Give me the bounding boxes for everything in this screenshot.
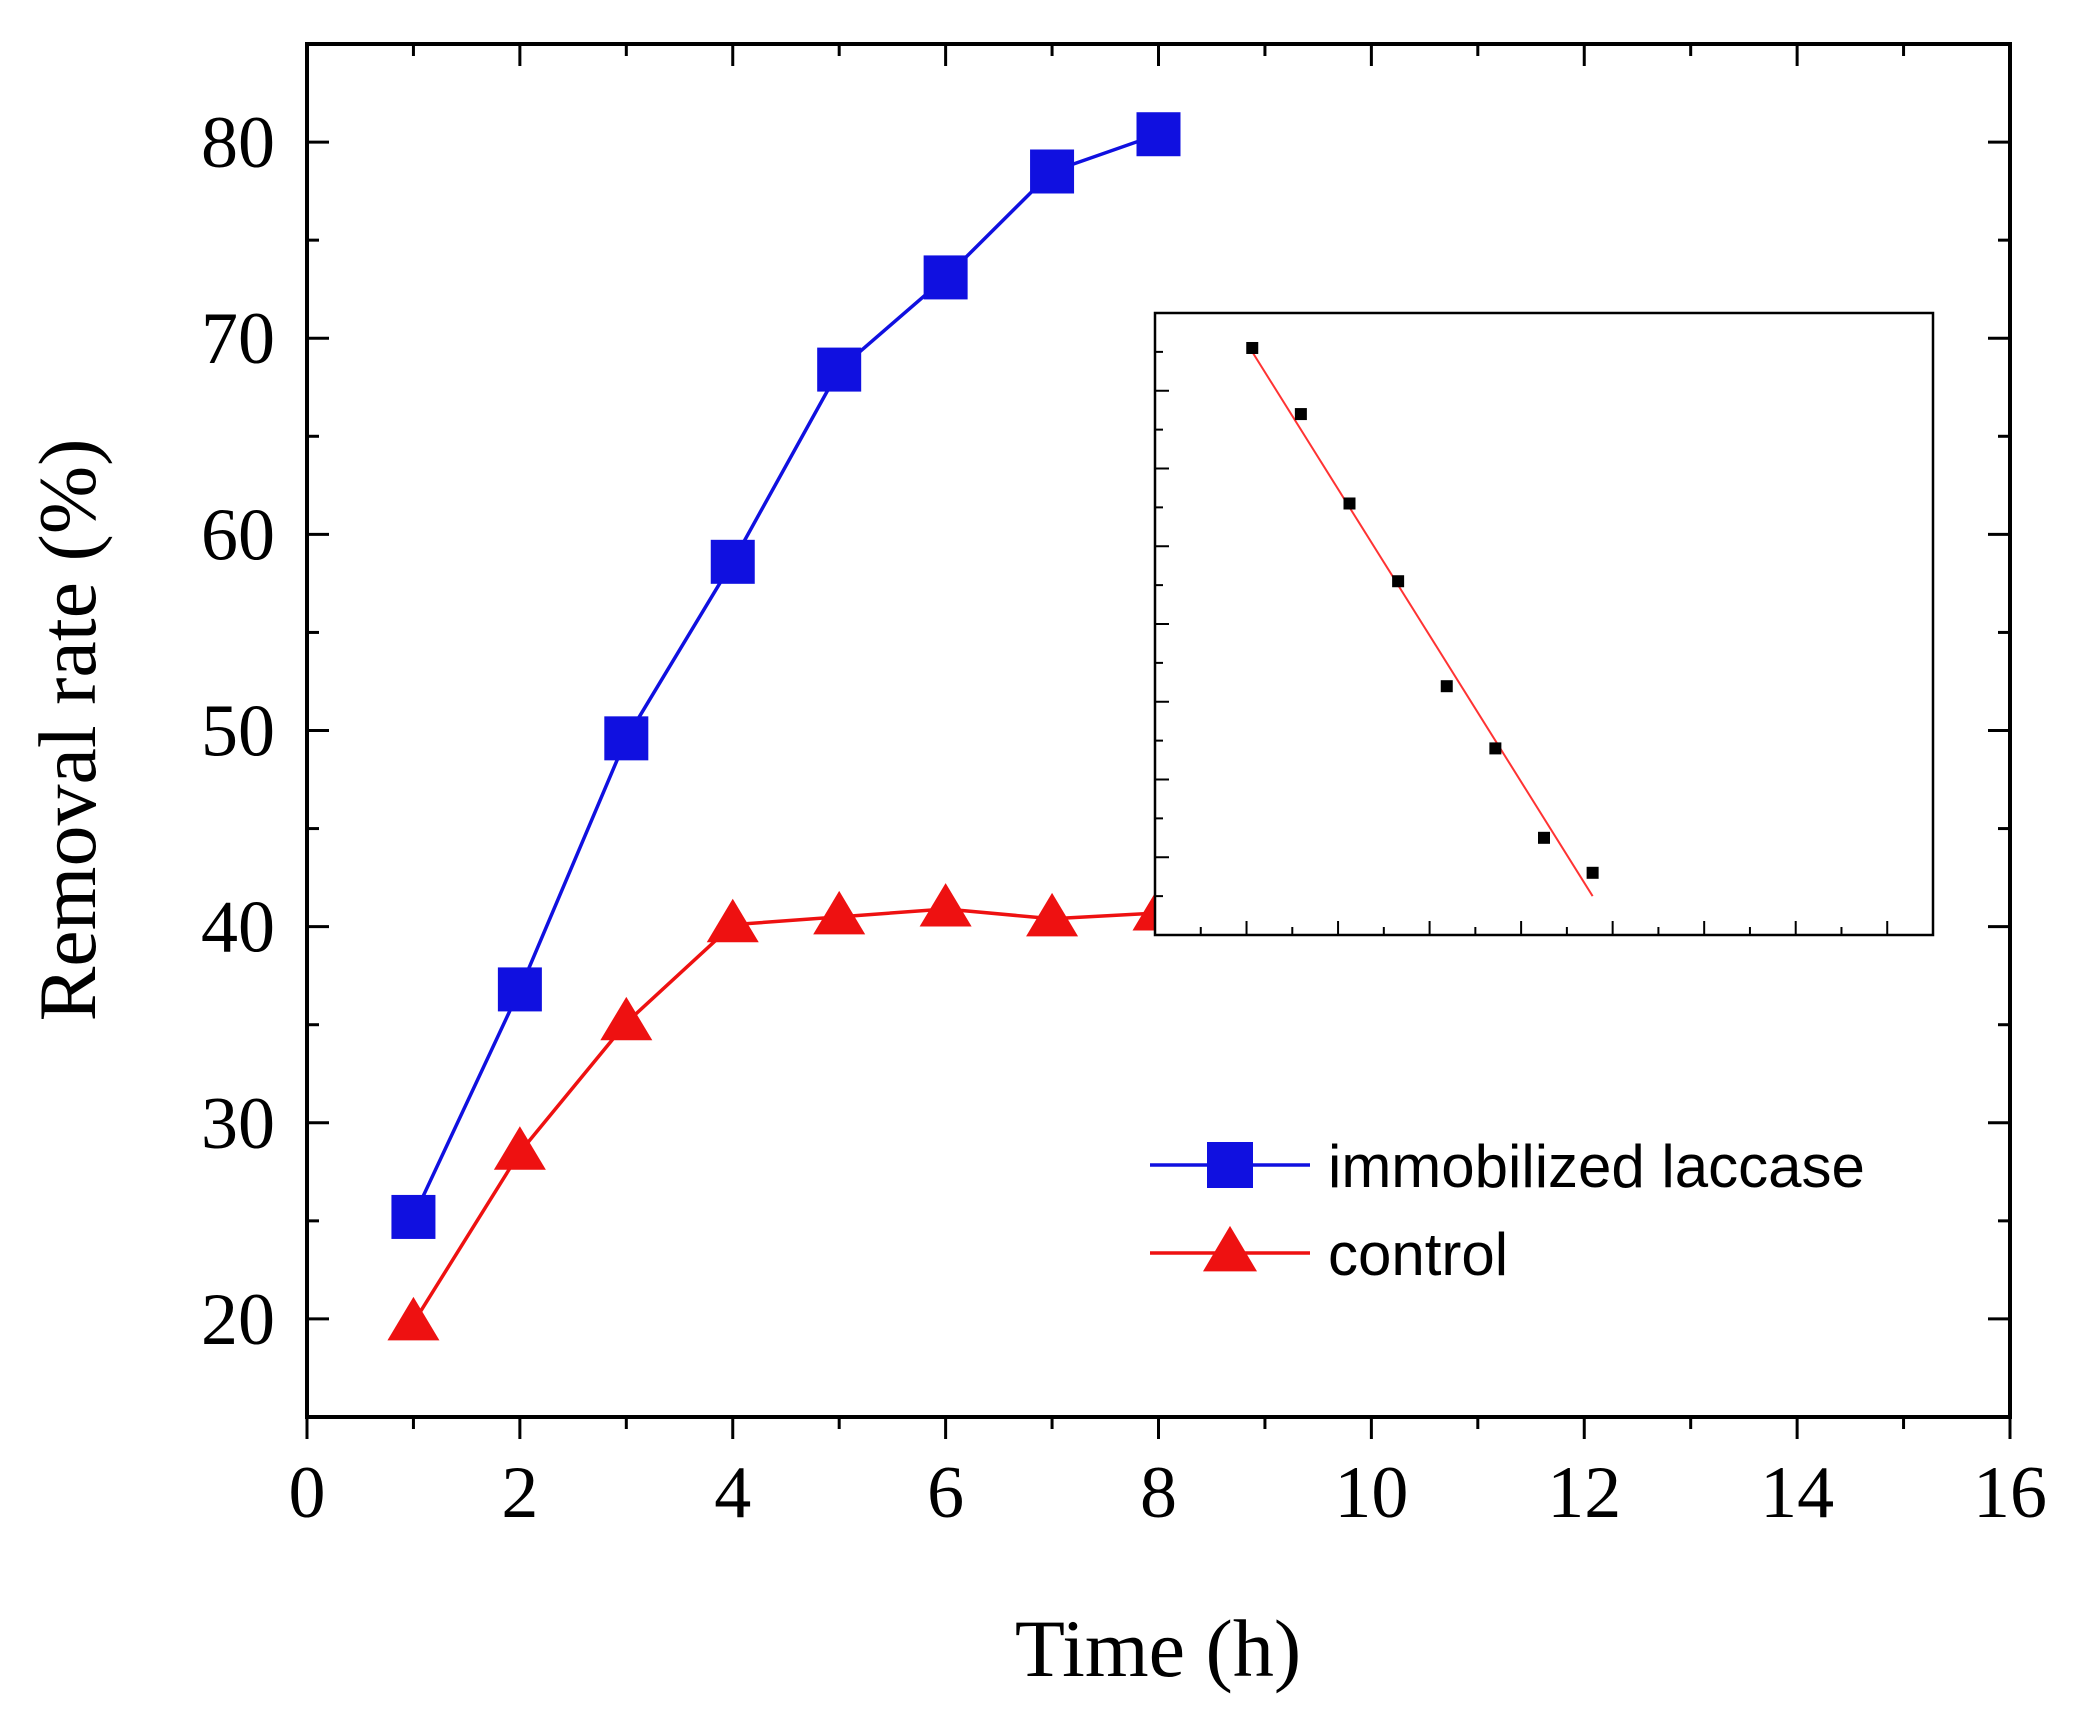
data-point-control (600, 996, 653, 1041)
x-axis-title: Time (h) (1015, 1603, 1301, 1694)
series-line-control (411, 907, 1159, 1324)
y-tick-label: 50 (201, 691, 275, 773)
data-point-control (813, 890, 866, 935)
data-point-immobilized-laccase (497, 967, 542, 1012)
data-point-immobilized-laccase (817, 347, 862, 392)
inset-data-point (1440, 680, 1453, 693)
x-tick-label: 8 (1140, 1452, 1177, 1534)
y-axis-title: Removal rate (%) (22, 439, 113, 1022)
x-tick-label: 6 (927, 1452, 964, 1534)
inset-plot (1153, 311, 1935, 937)
inset-ticks (1155, 350, 1889, 935)
y-tick-label: 40 (201, 887, 275, 969)
y-tick-label: 30 (201, 1083, 275, 1165)
x-tick-label: 4 (714, 1452, 751, 1534)
data-point-immobilized-laccase (710, 539, 755, 584)
x-tick-label: 0 (289, 1452, 326, 1534)
inset-fit-line (1251, 351, 1594, 897)
legend-label-control: control (1328, 1221, 1508, 1288)
data-point-immobilized-laccase (604, 716, 649, 761)
inset-data-point (1246, 341, 1259, 354)
inset-data (1246, 341, 1599, 897)
data-point-control (1026, 892, 1079, 937)
series-layer (387, 112, 1185, 1341)
data-point-immobilized-laccase (1136, 112, 1181, 157)
x-tick-label: 16 (1973, 1452, 2047, 1534)
x-tick-label: 12 (1547, 1452, 1621, 1534)
data-point-control (706, 898, 759, 943)
data-point-immobilized-laccase (923, 255, 968, 300)
data-point-control (493, 1126, 546, 1170)
legend-marker-control (1203, 1225, 1257, 1272)
series-line-immobilized-laccase (411, 132, 1160, 1218)
legend-label-immobilized-laccase: immobilized laccase (1328, 1133, 1865, 1200)
y-axis-ticks: 20 30 40 50 60 70 80 (201, 102, 2010, 1361)
inset-data-point (1538, 831, 1550, 844)
inset-data-point (1294, 408, 1307, 421)
x-tick-label: 2 (501, 1452, 538, 1534)
data-point-immobilized-laccase (1030, 149, 1075, 194)
data-point-control (387, 1296, 440, 1341)
y-tick-label: 80 (201, 102, 275, 184)
x-tick-label: 10 (1334, 1452, 1408, 1534)
y-tick-label: 60 (201, 494, 275, 576)
y-tick-label: 20 (201, 1279, 275, 1361)
legend: immobilized laccase control (1150, 1133, 1865, 1288)
inset-data-point (1343, 497, 1356, 510)
x-tick-label: 14 (1760, 1452, 1834, 1534)
data-point-control (919, 883, 972, 927)
y-tick-label: 70 (201, 298, 275, 380)
inset-data-point (1586, 866, 1599, 879)
x-axis-ticks: 0 2 4 6 8 10 12 14 16 (289, 44, 2047, 1534)
inset-frame (1153, 311, 1935, 937)
inset-data-point (1489, 742, 1502, 755)
legend-marker-immobilized-laccase (1207, 1142, 1253, 1188)
data-point-immobilized-laccase (391, 1194, 436, 1239)
inset-data-point (1392, 575, 1405, 588)
